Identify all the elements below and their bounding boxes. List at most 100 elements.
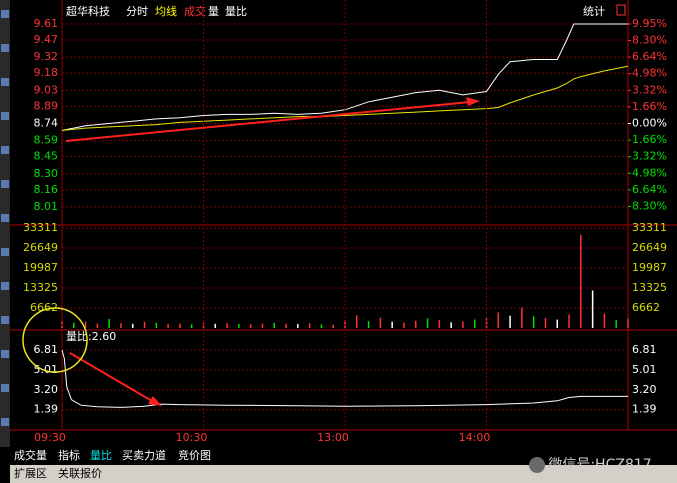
y-tick-label: 3.20 [34,383,59,396]
y2-tick-label: 3.32% [632,83,667,96]
y-tick-label: 8.59 [34,134,59,147]
y-tick-label-right: 26649 [632,241,667,254]
header-tab[interactable]: 量 [208,5,219,18]
y-tick-label: 9.18 [34,66,59,79]
volume-bar [426,318,429,328]
watermark-icon [529,457,545,473]
volume-bar [214,323,217,328]
y2-tick-label: 4.98% [632,67,667,80]
y-tick-label: 8.16 [34,183,59,196]
volume-bar [108,318,110,328]
bottom-tab[interactable]: 指标 [58,448,80,462]
volume-bar [238,324,240,328]
bottom-tab[interactable]: 成交量 [14,448,47,462]
y-tick-label: 33311 [23,221,58,234]
highlight-circle [22,307,88,373]
y2-tick-label: 1.66% [632,100,667,113]
volume-bar [379,317,382,328]
volume-bar [556,319,558,328]
volume-bar [580,234,582,328]
volume-bar [297,324,299,328]
y-tick-label-right: 19987 [632,261,667,274]
y-tick-label-right: 5.01 [632,363,657,376]
y-tick-label: 5.01 [34,363,59,376]
header-tab[interactable]: 成交 [184,4,206,18]
tab-bar-2 [10,465,677,483]
volume-bar [403,322,405,328]
volume-bar [84,321,87,328]
annotation-arrow [69,352,153,402]
y-tick-label: 8.30 [34,167,59,180]
x-tick-label: 10:30 [176,431,208,444]
y-tick-label: 8.74 [34,117,59,130]
toolbar-icons [1,10,9,426]
header-tab[interactable]: 量比 [225,5,247,18]
volume-bar [568,314,570,328]
series-line [61,65,629,131]
volume-bar [532,316,535,328]
series-line [61,349,628,408]
x-tick-label: 14:00 [459,431,491,444]
volume-bar [143,321,146,328]
bottom-tab-2[interactable]: 扩展区 [14,466,47,480]
volume-bar [509,315,511,328]
y-tick-label: 19987 [23,261,58,274]
volume-bar [261,323,264,328]
volume-bar [603,313,606,328]
annotation-arrow [65,101,471,142]
panel-label: 量比:2.60 [66,330,116,343]
volume-bar [497,312,500,328]
volume-bar [320,324,323,328]
y-tick-label: 9.61 [34,17,59,30]
volume-bar [450,322,452,328]
volume-bar [308,323,311,328]
volume-bar [179,323,181,328]
close-icon[interactable] [616,4,626,16]
y2-tick-label: 0.00% [632,117,667,130]
y-tick-label: 9.03 [34,83,59,96]
arrow-head [148,396,162,406]
x-tick-label: 09:30 [34,431,66,444]
y-tick-label-right: 3.20 [632,383,657,396]
y-tick-label: 1.39 [34,403,59,416]
volume-bar [544,317,547,328]
y-tick-label: 26649 [23,241,58,254]
volume-bar [285,323,287,328]
x-tick-label: 13:00 [317,431,349,444]
volume-bar [473,319,476,328]
bottom-tab[interactable]: 竞价图 [178,448,211,462]
y2-tick-label: 8.30% [632,200,667,213]
series-line [61,23,628,131]
volume-bar [367,321,370,328]
bottom-tab[interactable]: 买卖力道 [122,448,166,462]
y-tick-label-right: 13325 [632,281,667,294]
watermark: 微信号:HCZ817 [548,457,651,473]
arrow-head [466,97,480,106]
volume-bar [132,323,134,328]
stat-button[interactable]: 统计 [583,5,605,18]
y2-tick-label: 6.64% [632,50,667,63]
y-tick-label: 8.89 [34,99,59,112]
volume-bar [96,323,99,328]
volume-bar [627,318,629,328]
volume-bar [415,320,417,328]
bottom-tab[interactable]: 量比 [90,449,112,462]
header-tab[interactable]: 均线 [155,4,177,18]
y-tick-label: 8.01 [34,200,59,213]
volume-bar [391,321,393,328]
toolbar [0,0,10,447]
header-tab[interactable]: 分时 [126,5,148,18]
y2-tick-label: 3.32% [632,150,667,163]
volume-bar [155,322,158,328]
y-tick-label-right: 33311 [632,221,667,234]
y2-tick-label: 9.95% [632,17,667,30]
y2-tick-label: 4.98% [632,166,667,179]
volume-bar [226,323,228,328]
y-tick-label: 6662 [30,301,58,314]
y-tick-label: 6.81 [34,343,59,356]
y-tick-label: 9.32 [34,50,59,63]
volume-bar [521,307,523,328]
bottom-tab-2[interactable]: 关联报价 [58,466,102,480]
